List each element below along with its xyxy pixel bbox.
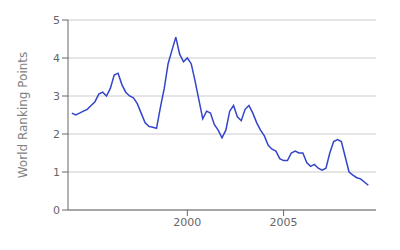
svg-text:5: 5 [53,14,60,27]
svg-text:4: 4 [53,52,60,65]
svg-text:3: 3 [53,90,60,103]
svg-text:2000: 2000 [173,216,201,229]
svg-text:World Ranking Points: World Ranking Points [16,52,30,179]
svg-text:2: 2 [53,128,60,141]
svg-text:1: 1 [53,166,60,179]
svg-text:0: 0 [53,204,60,217]
svg-text:2005: 2005 [270,216,298,229]
